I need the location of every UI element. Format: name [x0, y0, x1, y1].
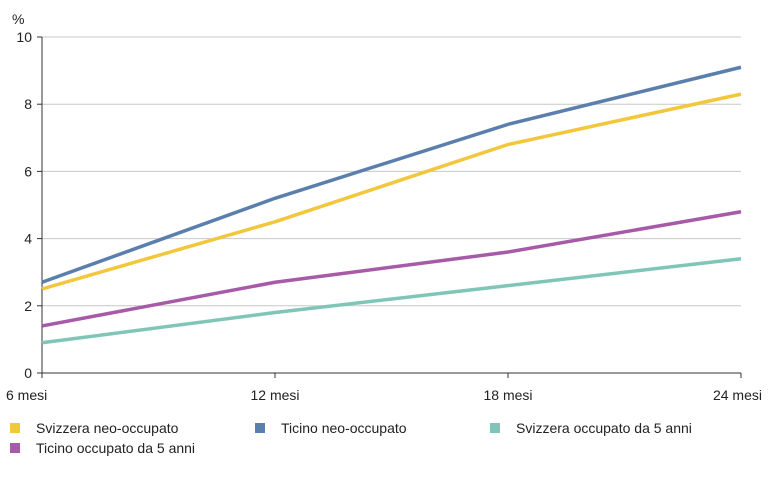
legend-item-svizzera-neo-occupato: Svizzera neo-occupato — [10, 418, 178, 438]
series-line-ticino-occupato-da-5-anni — [41, 209, 742, 328]
y-tick-label: 10 — [16, 29, 32, 45]
y-tick-label: 0 — [24, 365, 32, 381]
axes — [37, 36, 742, 378]
line-chart: 0 2 4 6 8 10 6 mesi 12 mesi 18 mesi 24 mesi % — [6, 11, 762, 403]
x-tick-label: 12 mesi — [250, 387, 299, 403]
legend-label: Svizzera neo-occupato — [36, 420, 179, 436]
legend-swatch — [490, 423, 500, 433]
legend-row-1: Svizzera neo-occupato Ticino neo-occupat… — [10, 418, 760, 438]
y-tick-label: 8 — [24, 96, 32, 112]
series-lines — [41, 65, 742, 345]
y-tick-label: 2 — [24, 298, 32, 314]
legend-row-2: Ticino occupato da 5 anni — [10, 438, 760, 458]
series-line-svizzera-neo-occupato — [41, 92, 742, 291]
legend-label: Ticino neo-occupato — [281, 420, 407, 436]
legend-swatch — [10, 423, 20, 433]
legend-item-ticino-neo-occupato: Ticino neo-occupato — [255, 418, 407, 438]
legend: Svizzera neo-occupato Ticino neo-occupat… — [10, 418, 760, 458]
y-tick-label: 6 — [24, 163, 32, 179]
y-axis-unit-label: % — [12, 11, 24, 27]
x-tick-label: 18 mesi — [483, 387, 532, 403]
y-tick-label: 4 — [24, 231, 32, 247]
series-line-ticino-neo-occupato — [41, 65, 742, 284]
x-tick-label: 24 mesi — [713, 387, 762, 403]
x-tick-label: 6 mesi — [6, 387, 47, 403]
legend-swatch — [10, 443, 20, 453]
legend-swatch — [255, 423, 265, 433]
legend-label: Ticino occupato da 5 anni — [36, 440, 196, 456]
series-line-svizzera-occupato-da-5-anni — [41, 257, 742, 345]
legend-label: Svizzera occupato da 5 anni — [516, 420, 692, 436]
legend-item-ticino-occupato-da-5-anni: Ticino occupato da 5 anni — [10, 438, 195, 458]
axis-labels: 0 2 4 6 8 10 6 mesi 12 mesi 18 mesi 24 mesi — [6, 29, 762, 403]
legend-item-svizzera-occupato-da-5-anni: Svizzera occupato da 5 anni — [490, 418, 692, 438]
